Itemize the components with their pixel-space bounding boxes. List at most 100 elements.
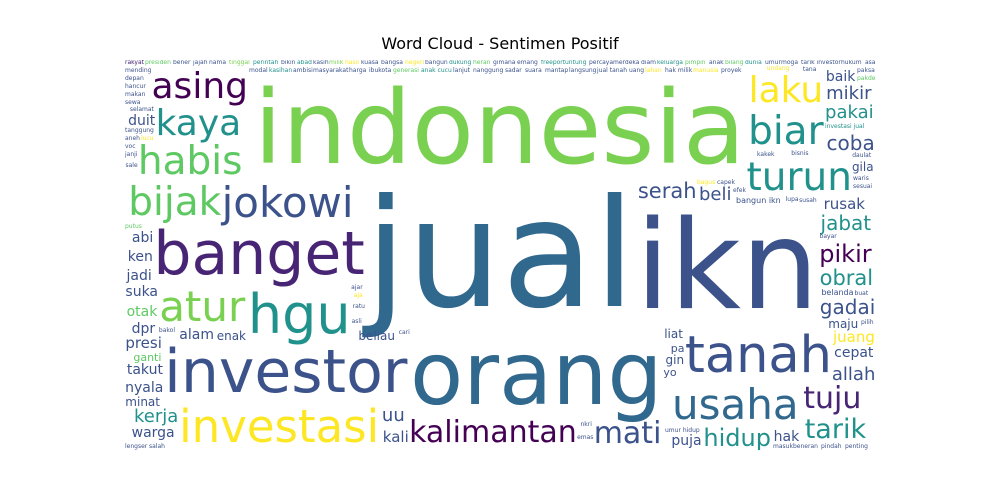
word-depan: depan — [125, 75, 144, 82]
word-undang: undang — [766, 65, 790, 73]
word-hidup: hidup — [703, 423, 771, 450]
word-kakek: kakek — [757, 150, 775, 158]
word-abi: abi — [131, 230, 154, 247]
word-atur: atur — [159, 282, 246, 332]
word-sesuai: sesuai — [853, 183, 873, 190]
word-sadar: sadar — [505, 67, 522, 74]
word-biar: biar — [748, 108, 824, 154]
word-hukum: hukum — [841, 60, 862, 66]
word-langsung: langsung — [569, 67, 597, 74]
word-ganti: ganti — [133, 351, 162, 365]
word-bikin: bikin — [281, 60, 296, 66]
word-warga: warga — [131, 425, 175, 442]
word-minat: minat — [125, 394, 160, 409]
word-anak-cucu: anak cucu — [421, 67, 452, 74]
word-beneran: beneran — [793, 443, 818, 450]
word-jual-tanah: jual tanah — [597, 67, 628, 74]
word-emang: emang — [517, 60, 538, 66]
word-mantap: mantap — [545, 67, 569, 74]
word-manusia: manusia — [693, 67, 719, 74]
word-investasi: investasi — [179, 400, 380, 450]
word-duit: duit — [128, 112, 156, 129]
word-beliau: beliau — [358, 329, 395, 344]
word-putus: putus — [125, 223, 142, 230]
word-banget: banget — [153, 219, 365, 290]
word-kalimantan: kalimantan — [409, 415, 577, 450]
word-suara: suara — [525, 67, 542, 74]
word-takut: takut — [126, 362, 163, 379]
word-proyek: proyek — [721, 67, 742, 74]
word-diam: diam — [641, 60, 656, 66]
word-efek: efek — [733, 187, 746, 194]
word-asing: asing — [151, 66, 249, 108]
word-hancur: hancur — [125, 83, 146, 90]
word-rusak: rusak — [823, 195, 865, 214]
word-milik: milik — [329, 60, 344, 66]
word-pimpin: pimpin — [685, 60, 706, 66]
word-allah: allah — [831, 363, 875, 385]
word-kali: kali — [382, 428, 409, 447]
word-tinggal: tinggal — [229, 60, 250, 66]
word-bagus: bagus — [697, 179, 716, 186]
word-ambisi: ambisi — [293, 67, 313, 74]
word-beli: beli — [698, 184, 732, 206]
word-pakde: pakde — [857, 75, 875, 82]
word-sewa: sewa — [125, 99, 141, 106]
word-sale: sale — [125, 161, 138, 169]
word-gadai: gadai — [819, 295, 875, 320]
word-laku: laku — [748, 69, 824, 111]
word-uu: uu — [381, 404, 405, 426]
word-selamat: selamat — [129, 106, 154, 114]
word-untung: untung — [565, 60, 587, 66]
word-tarik-investor: tarik investor — [801, 60, 841, 66]
word-hak: hak — [773, 428, 800, 445]
word-nyala: nyala — [125, 379, 164, 396]
word-keluarga: keluarga — [657, 60, 683, 66]
word-hasil: hasil — [345, 60, 359, 66]
word-presiden: presiden — [145, 60, 171, 66]
word-asli: asli — [351, 318, 362, 326]
word-suka: suka — [125, 284, 159, 301]
word-paksa: paksa — [857, 67, 875, 74]
word-usaha: usaha — [672, 379, 799, 429]
word-jadi: jadi — [126, 268, 152, 285]
word-buat: buat — [854, 289, 869, 297]
word-kasih: kasih — [313, 60, 329, 66]
word-gin: gin — [665, 353, 685, 368]
word-lanjut: lanjut — [453, 67, 470, 74]
word-turun: turun — [746, 154, 852, 200]
word-umur-hidup: umur hidup — [665, 427, 700, 434]
word-perintah: perintah — [253, 60, 279, 66]
word-aneh: aneh — [125, 135, 140, 142]
word-bayar: bayar — [819, 232, 837, 240]
word-tanah: tanah — [684, 326, 832, 386]
word-nkri: nkri — [580, 421, 592, 429]
word-yo: yo — [663, 365, 677, 379]
word-masyarakat: masyarakat — [313, 67, 349, 74]
word-ajar: ajar — [351, 284, 363, 292]
word-makan: makan — [125, 91, 146, 98]
word-habis: habis — [137, 139, 243, 185]
word-jajah: jajah — [193, 60, 208, 66]
word-nanggung: nanggung — [473, 67, 504, 74]
word-bener: bener — [173, 60, 191, 66]
word-cloud: jual rakyat ikn indonesia orang presiden inves… — [125, 60, 875, 450]
word-otak: otak — [126, 303, 158, 320]
word-modal: modal — [249, 67, 268, 74]
word-gila: gila — [851, 160, 874, 175]
word-rakyat: rakyat — [125, 60, 144, 66]
word-obral: obral — [819, 265, 874, 290]
word-pa: pa — [670, 341, 685, 355]
word-belanda: belanda — [821, 288, 854, 298]
word-dunia: dunia — [745, 60, 762, 66]
word-indonesia: indonesia — [253, 68, 746, 188]
word-bilang: bilang — [725, 60, 744, 66]
word-hak-milik: hak milik — [665, 67, 693, 74]
word-cari: cari — [398, 329, 410, 337]
word-nama: nama — [209, 60, 227, 66]
word-liat: liat — [664, 327, 683, 342]
word-tuju: tuju — [803, 381, 862, 417]
word-tarik: tarik — [804, 414, 867, 446]
word-mikir: mikir — [826, 83, 872, 104]
word-dukung: dukung — [449, 60, 472, 66]
